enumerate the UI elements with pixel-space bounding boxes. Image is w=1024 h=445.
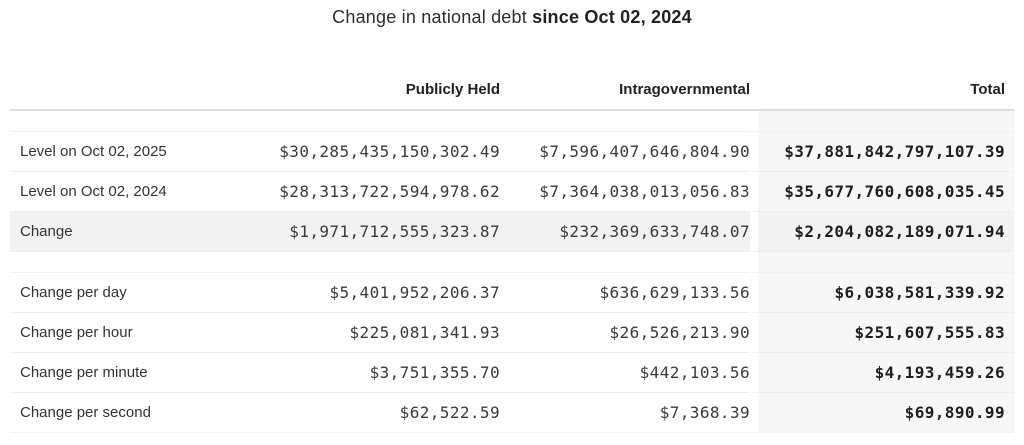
- row-label: Change per hour: [10, 313, 260, 353]
- total-value: $4,193,459.26: [750, 353, 1014, 393]
- header-total: Total: [750, 70, 1014, 111]
- table-row: Level on Oct 02, 2024 $28,313,722,594,97…: [10, 172, 1014, 212]
- publicly-held-value: $3,751,355.70: [260, 353, 500, 393]
- header-intragovernmental: Intragovernmental: [500, 70, 750, 111]
- intragovernmental-value: $232,369,633,748.07: [500, 212, 750, 252]
- publicly-held-value: $28,313,722,594,978.62: [260, 172, 500, 212]
- publicly-held-value: $62,522.59: [260, 393, 500, 433]
- publicly-held-value: $5,401,952,206.37: [260, 273, 500, 313]
- header-publicly-held: Publicly Held: [260, 70, 500, 111]
- intragovernmental-value: $7,596,407,646,804.90: [500, 132, 750, 172]
- total-value: $6,038,581,339.92: [750, 273, 1014, 313]
- intragovernmental-value: $26,526,213.90: [500, 313, 750, 353]
- row-label: Change: [10, 212, 260, 252]
- page-title: Change in national debt since Oct 02, 20…: [0, 0, 1024, 28]
- header-label: [10, 70, 260, 111]
- page-title-date: since Oct 02, 2024: [532, 7, 692, 27]
- spacer-row: [10, 252, 1014, 273]
- table-row: Change per hour $225,081,341.93 $26,526,…: [10, 313, 1014, 353]
- row-label: Level on Oct 02, 2024: [10, 172, 260, 212]
- intragovernmental-value: $7,368.39: [500, 393, 750, 433]
- table-row-change: Change $1,971,712,555,323.87 $232,369,63…: [10, 212, 1014, 252]
- publicly-held-value: $1,971,712,555,323.87: [260, 212, 500, 252]
- row-label: Change per day: [10, 273, 260, 313]
- intragovernmental-value: $636,629,133.56: [500, 273, 750, 313]
- total-value: $35,677,760,608,035.45: [750, 172, 1014, 212]
- table-row: Change per day $5,401,952,206.37 $636,62…: [10, 273, 1014, 313]
- intragovernmental-value: $7,364,038,013,056.83: [500, 172, 750, 212]
- total-value: $69,890.99: [750, 393, 1014, 433]
- page-title-prefix: Change in national debt: [332, 7, 533, 27]
- row-label: Level on Oct 02, 2025: [10, 132, 260, 172]
- publicly-held-value: $225,081,341.93: [260, 313, 500, 353]
- publicly-held-value: $30,285,435,150,302.49: [260, 132, 500, 172]
- total-value: $2,204,082,189,071.94: [750, 212, 1014, 252]
- total-column-spacer: [750, 252, 1014, 273]
- table-row: Level on Oct 02, 2025 $30,285,435,150,30…: [10, 132, 1014, 172]
- table-row: Change per second $62,522.59 $7,368.39 $…: [10, 393, 1014, 433]
- total-column-spacer: [750, 111, 1014, 132]
- total-value: $251,607,555.83: [750, 313, 1014, 353]
- intragovernmental-value: $442,103.56: [500, 353, 750, 393]
- row-label: Change per second: [10, 393, 260, 433]
- table-header-row: Publicly Held Intragovernmental Total: [10, 70, 1014, 111]
- row-label: Change per minute: [10, 353, 260, 393]
- table-row: Change per minute $3,751,355.70 $442,103…: [10, 353, 1014, 393]
- total-value: $37,881,842,797,107.39: [750, 132, 1014, 172]
- spacer-row: [10, 111, 1014, 132]
- national-debt-table: Publicly Held Intragovernmental Total Le…: [10, 70, 1014, 433]
